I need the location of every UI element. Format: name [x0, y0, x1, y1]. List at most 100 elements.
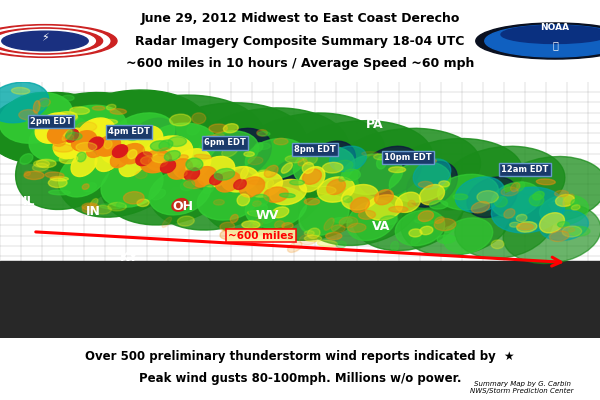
Ellipse shape — [149, 103, 307, 189]
Ellipse shape — [335, 128, 481, 205]
Ellipse shape — [299, 167, 325, 192]
Ellipse shape — [178, 170, 187, 176]
Ellipse shape — [290, 180, 304, 185]
Ellipse shape — [66, 130, 74, 139]
Ellipse shape — [104, 140, 112, 149]
Ellipse shape — [192, 113, 206, 124]
Ellipse shape — [430, 200, 448, 209]
Ellipse shape — [149, 169, 211, 215]
Ellipse shape — [389, 167, 406, 172]
Ellipse shape — [344, 169, 361, 180]
Ellipse shape — [485, 25, 600, 57]
Ellipse shape — [38, 98, 50, 106]
Ellipse shape — [214, 168, 235, 180]
Ellipse shape — [509, 222, 520, 227]
Ellipse shape — [335, 160, 353, 171]
Ellipse shape — [516, 214, 527, 222]
Ellipse shape — [415, 158, 436, 164]
Ellipse shape — [434, 218, 456, 231]
Ellipse shape — [419, 184, 445, 205]
Ellipse shape — [37, 159, 56, 168]
Ellipse shape — [230, 214, 238, 222]
Ellipse shape — [119, 132, 129, 137]
Ellipse shape — [11, 88, 30, 94]
Ellipse shape — [249, 204, 268, 216]
Ellipse shape — [49, 190, 70, 195]
Ellipse shape — [239, 113, 385, 194]
Ellipse shape — [137, 199, 149, 206]
Ellipse shape — [293, 146, 355, 187]
Ellipse shape — [569, 226, 590, 236]
Ellipse shape — [124, 192, 144, 204]
Ellipse shape — [248, 180, 265, 184]
Ellipse shape — [324, 218, 334, 230]
Ellipse shape — [38, 100, 49, 110]
Ellipse shape — [264, 187, 288, 202]
Ellipse shape — [62, 130, 72, 140]
Ellipse shape — [391, 242, 399, 251]
Ellipse shape — [358, 210, 376, 219]
Ellipse shape — [180, 180, 194, 191]
Ellipse shape — [71, 151, 97, 176]
Ellipse shape — [101, 162, 163, 207]
Ellipse shape — [45, 172, 64, 178]
Text: Over 500 preliminary thunderstorm wind reports indicated by  ★: Over 500 preliminary thunderstorm wind r… — [85, 350, 515, 363]
Ellipse shape — [143, 136, 193, 172]
Ellipse shape — [411, 236, 421, 244]
Ellipse shape — [317, 240, 337, 247]
Ellipse shape — [401, 185, 511, 256]
Ellipse shape — [274, 138, 288, 145]
Text: OH: OH — [173, 200, 193, 213]
Ellipse shape — [110, 109, 127, 114]
Text: NOAA: NOAA — [541, 22, 569, 32]
Ellipse shape — [162, 217, 172, 228]
Ellipse shape — [116, 200, 125, 208]
Ellipse shape — [395, 192, 421, 212]
Ellipse shape — [539, 195, 589, 225]
Ellipse shape — [248, 157, 263, 165]
Ellipse shape — [299, 164, 421, 246]
Text: PA: PA — [366, 118, 384, 131]
Ellipse shape — [16, 118, 128, 210]
Ellipse shape — [20, 154, 33, 164]
Ellipse shape — [140, 150, 172, 173]
Ellipse shape — [34, 101, 40, 113]
Ellipse shape — [0, 92, 109, 164]
Ellipse shape — [191, 108, 349, 194]
Ellipse shape — [258, 132, 270, 136]
Ellipse shape — [491, 187, 565, 233]
Ellipse shape — [348, 223, 366, 232]
Ellipse shape — [35, 113, 73, 143]
Ellipse shape — [70, 107, 89, 114]
Ellipse shape — [409, 229, 422, 237]
Ellipse shape — [435, 217, 444, 224]
Ellipse shape — [158, 148, 170, 156]
Ellipse shape — [539, 210, 589, 240]
Ellipse shape — [254, 142, 263, 152]
Ellipse shape — [347, 200, 397, 240]
Ellipse shape — [374, 154, 391, 160]
Ellipse shape — [159, 140, 173, 150]
Ellipse shape — [0, 92, 73, 143]
Ellipse shape — [184, 168, 200, 180]
Text: 10pm EDT: 10pm EDT — [384, 153, 432, 162]
Ellipse shape — [47, 123, 73, 143]
Ellipse shape — [234, 179, 246, 190]
Ellipse shape — [533, 191, 544, 200]
Text: 🦜: 🦜 — [552, 40, 558, 50]
Ellipse shape — [418, 211, 434, 222]
Text: 12am EDT: 12am EDT — [502, 165, 548, 174]
Ellipse shape — [253, 218, 264, 228]
Ellipse shape — [329, 146, 367, 172]
Ellipse shape — [305, 141, 355, 187]
Ellipse shape — [148, 155, 168, 167]
Ellipse shape — [119, 151, 145, 176]
Text: ⚡: ⚡ — [41, 33, 49, 43]
Ellipse shape — [418, 181, 433, 188]
Ellipse shape — [110, 150, 130, 168]
Ellipse shape — [380, 216, 398, 225]
Ellipse shape — [106, 104, 116, 110]
Ellipse shape — [197, 131, 259, 172]
Ellipse shape — [25, 171, 31, 176]
Ellipse shape — [214, 133, 224, 138]
